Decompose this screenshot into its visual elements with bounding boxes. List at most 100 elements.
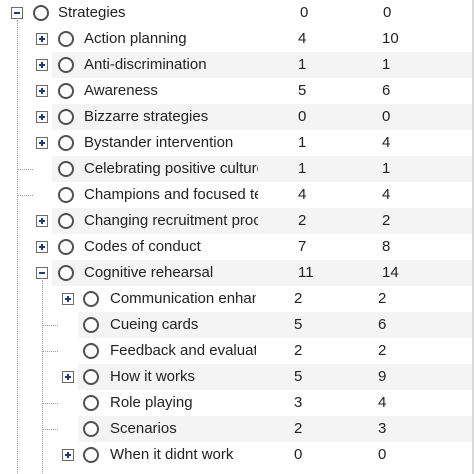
node-count-a: 3	[294, 394, 303, 411]
tree-row[interactable]: Cueing cards 5 6	[0, 312, 474, 338]
node-count-b: 9	[378, 368, 387, 385]
node-label: Bizzarre strategies	[84, 108, 209, 125]
node-count-b: 4	[382, 186, 391, 203]
node-count-a: 0	[294, 446, 303, 463]
expand-toggle-icon[interactable]	[36, 85, 48, 97]
node-label: Cueing cards	[110, 316, 199, 333]
tree-connector-line	[42, 280, 43, 474]
node-count-a: 1	[298, 160, 307, 177]
node-circle-icon[interactable]	[83, 291, 99, 307]
tree-row[interactable]: Role playing 3 4	[0, 390, 474, 416]
row-stripe	[78, 312, 474, 338]
tree-row[interactable]: Champions and focused tea 4 4	[0, 182, 474, 208]
node-count-a: 1	[298, 134, 307, 151]
node-circle-icon[interactable]	[83, 369, 99, 385]
node-count-a: 5	[294, 368, 303, 385]
node-count-b: 1	[382, 56, 391, 73]
tree-row[interactable]: Bystander intervention 1 4	[0, 130, 474, 156]
tree-row[interactable]: Celebrating positive culture 1 1	[0, 156, 474, 182]
node-count-a: 11	[298, 264, 314, 281]
node-circle-icon[interactable]	[58, 161, 74, 177]
node-count-a: 5	[298, 82, 307, 99]
collapse-toggle-icon[interactable]	[36, 267, 48, 279]
tree-row[interactable]: Awareness 5 6	[0, 78, 474, 104]
node-count-b: 6	[382, 82, 391, 99]
node-circle-icon[interactable]	[58, 187, 74, 203]
node-circle-icon[interactable]	[83, 421, 99, 437]
tree-row[interactable]: Changing recruitment proce 2 2	[0, 208, 474, 234]
node-circle-icon[interactable]	[33, 5, 49, 21]
node-label: Codes of conduct	[84, 238, 201, 255]
node-label: Champions and focused tea	[84, 186, 258, 203]
collapse-toggle-icon[interactable]	[11, 7, 23, 19]
node-label: Bystander intervention	[84, 134, 234, 151]
node-circle-icon[interactable]	[83, 395, 99, 411]
node-circle-icon[interactable]	[58, 83, 74, 99]
tree-connector-line	[42, 351, 58, 352]
node-label: Changing recruitment proce	[84, 212, 258, 229]
expand-toggle-icon[interactable]	[36, 137, 48, 149]
node-label: When it didnt work	[110, 446, 234, 463]
node-count-b: 0	[383, 4, 392, 21]
tree-row[interactable]: Bizzarre strategies 0 0	[0, 104, 474, 130]
row-stripe	[52, 104, 474, 130]
tree-connector-line	[17, 169, 33, 170]
node-count-b: 2	[382, 212, 391, 229]
node-count-a: 5	[294, 316, 303, 333]
row-stripe	[52, 260, 474, 286]
tree-row-root[interactable]: Strategies 0 0	[0, 0, 474, 26]
tree-row[interactable]: Communication enhanc 2 2	[0, 286, 474, 312]
node-count-a: 1	[298, 56, 307, 73]
node-count-b: 2	[378, 290, 387, 307]
tree-row[interactable]: When it didnt work 0 0	[0, 442, 474, 468]
node-count-a: 0	[300, 4, 309, 21]
expand-toggle-icon[interactable]	[36, 111, 48, 123]
node-circle-icon[interactable]	[58, 213, 74, 229]
expand-toggle-icon[interactable]	[36, 215, 48, 227]
node-count-a: 4	[298, 30, 307, 47]
tree-connector-line	[42, 325, 58, 326]
node-count-a: 2	[294, 342, 303, 359]
tree-connector-line	[17, 20, 18, 474]
node-count-b: 4	[378, 394, 387, 411]
node-label: Communication enhanc	[110, 290, 256, 307]
node-circle-icon[interactable]	[58, 31, 74, 47]
node-label: Role playing	[110, 394, 193, 411]
node-label: Anti-discrimination	[84, 56, 207, 73]
node-circle-icon[interactable]	[83, 317, 99, 333]
node-circle-icon[interactable]	[58, 265, 74, 281]
tree-row[interactable]: How it works 5 9	[0, 364, 474, 390]
expand-toggle-icon[interactable]	[36, 59, 48, 71]
node-label: Awareness	[84, 82, 158, 99]
node-count-b: 8	[382, 238, 391, 255]
node-count-a: 2	[294, 420, 303, 437]
expand-toggle-icon[interactable]	[62, 293, 74, 305]
node-circle-icon[interactable]	[58, 57, 74, 73]
row-stripe	[52, 52, 474, 78]
tree-row[interactable]: Feedback and evaluatio 2 2	[0, 338, 474, 364]
node-count-a: 2	[298, 212, 307, 229]
tree-row[interactable]: Anti-discrimination 1 1	[0, 52, 474, 78]
node-count-b: 3	[378, 420, 387, 437]
node-count-b: 1	[382, 160, 391, 177]
row-stripe	[78, 364, 474, 390]
node-count-a: 4	[298, 186, 307, 203]
expand-toggle-icon[interactable]	[36, 241, 48, 253]
row-stripe	[78, 416, 474, 442]
node-circle-icon[interactable]	[58, 239, 74, 255]
expand-toggle-icon[interactable]	[62, 371, 74, 383]
tree-row[interactable]: Action planning 4 10	[0, 26, 474, 52]
node-circle-icon[interactable]	[58, 109, 74, 125]
node-circle-icon[interactable]	[83, 343, 99, 359]
tree-connector-line	[42, 403, 58, 404]
scrollbar-edge[interactable]	[472, 0, 474, 474]
tree-row[interactable]: Cognitive rehearsal 11 14	[0, 260, 474, 286]
node-circle-icon[interactable]	[58, 135, 74, 151]
expand-toggle-icon[interactable]	[62, 449, 74, 461]
row-stripe	[52, 208, 474, 234]
tree-row[interactable]: Scenarios 2 3	[0, 416, 474, 442]
expand-toggle-icon[interactable]	[36, 33, 48, 45]
node-circle-icon[interactable]	[83, 447, 99, 463]
tree-row[interactable]: Codes of conduct 7 8	[0, 234, 474, 260]
